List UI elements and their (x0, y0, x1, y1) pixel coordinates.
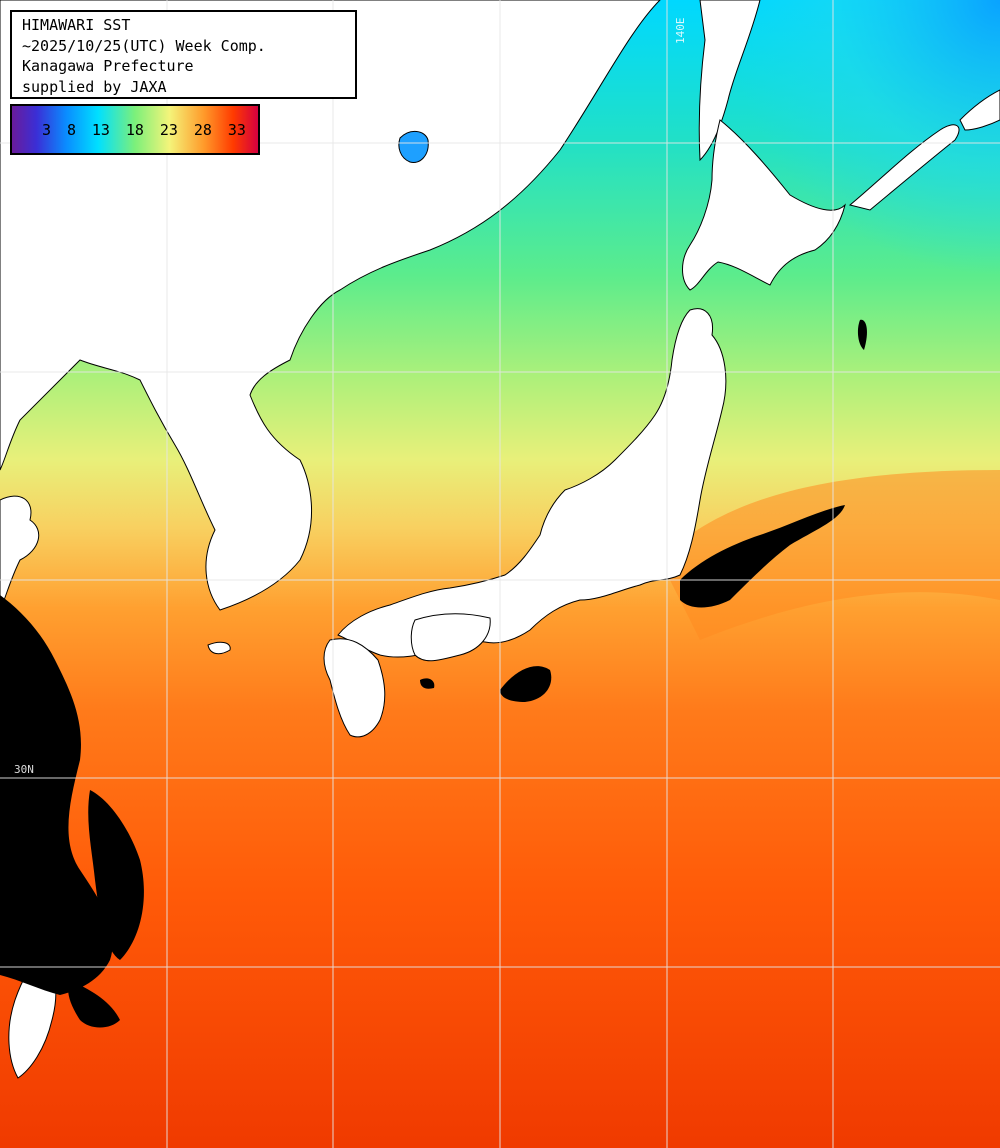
cloud-patch-boso (680, 505, 845, 608)
land-hokkaido (682, 119, 846, 291)
legend-label-23: 23 (159, 120, 178, 139)
land-jeju (207, 641, 231, 655)
cloud-patch-east-china-sea (88, 790, 144, 960)
land-kamchatka-edge (959, 89, 1000, 131)
title-line-2: ~2025/10/25(UTC) Week Comp. (22, 36, 266, 55)
land-small-island (398, 131, 429, 164)
legend-label-18: 18 (125, 120, 144, 139)
land-honshu (337, 308, 727, 658)
legend-labels: 3 8 13 18 23 28 33 (12, 106, 258, 153)
legend-label-8: 8 (66, 120, 76, 139)
land-china-coast (0, 495, 40, 611)
grid-label-40n: 40N (14, 357, 34, 370)
cloud-mask (0, 319, 867, 1028)
kuroshio-warm-band (660, 470, 1000, 640)
legend-label-13: 13 (91, 120, 110, 139)
title-line-1: HIMAWARI SST (22, 16, 131, 34)
title-line-4: supplied by JAXA (22, 77, 167, 96)
grid-label-140e: 140E (674, 18, 687, 45)
cloud-patch-small (420, 678, 435, 689)
legend-color-bar (12, 106, 258, 153)
cloud-patch-north-boso (857, 319, 867, 350)
map-title-box: HIMAWARI SST ~2025/10/25(UTC) Week Comp.… (10, 10, 357, 99)
land-kurils (848, 124, 960, 211)
cloud-patch-china-coast (0, 595, 113, 995)
cloud-patch-kii (500, 666, 552, 702)
temperature-legend: 3 8 13 18 23 28 33 (10, 104, 260, 155)
land-sakhalin (698, 0, 761, 162)
legend-label-33: 33 (227, 120, 246, 139)
legend-label-3: 3 (41, 120, 51, 139)
title-line-3: Kanagawa Prefecture (22, 57, 194, 75)
land-kyushu (323, 638, 386, 738)
land-shikoku (410, 613, 491, 662)
cloud-patch-near-taiwan (68, 980, 120, 1028)
legend-label-28: 28 (193, 120, 212, 139)
grid-label-30n: 30N (14, 763, 34, 776)
